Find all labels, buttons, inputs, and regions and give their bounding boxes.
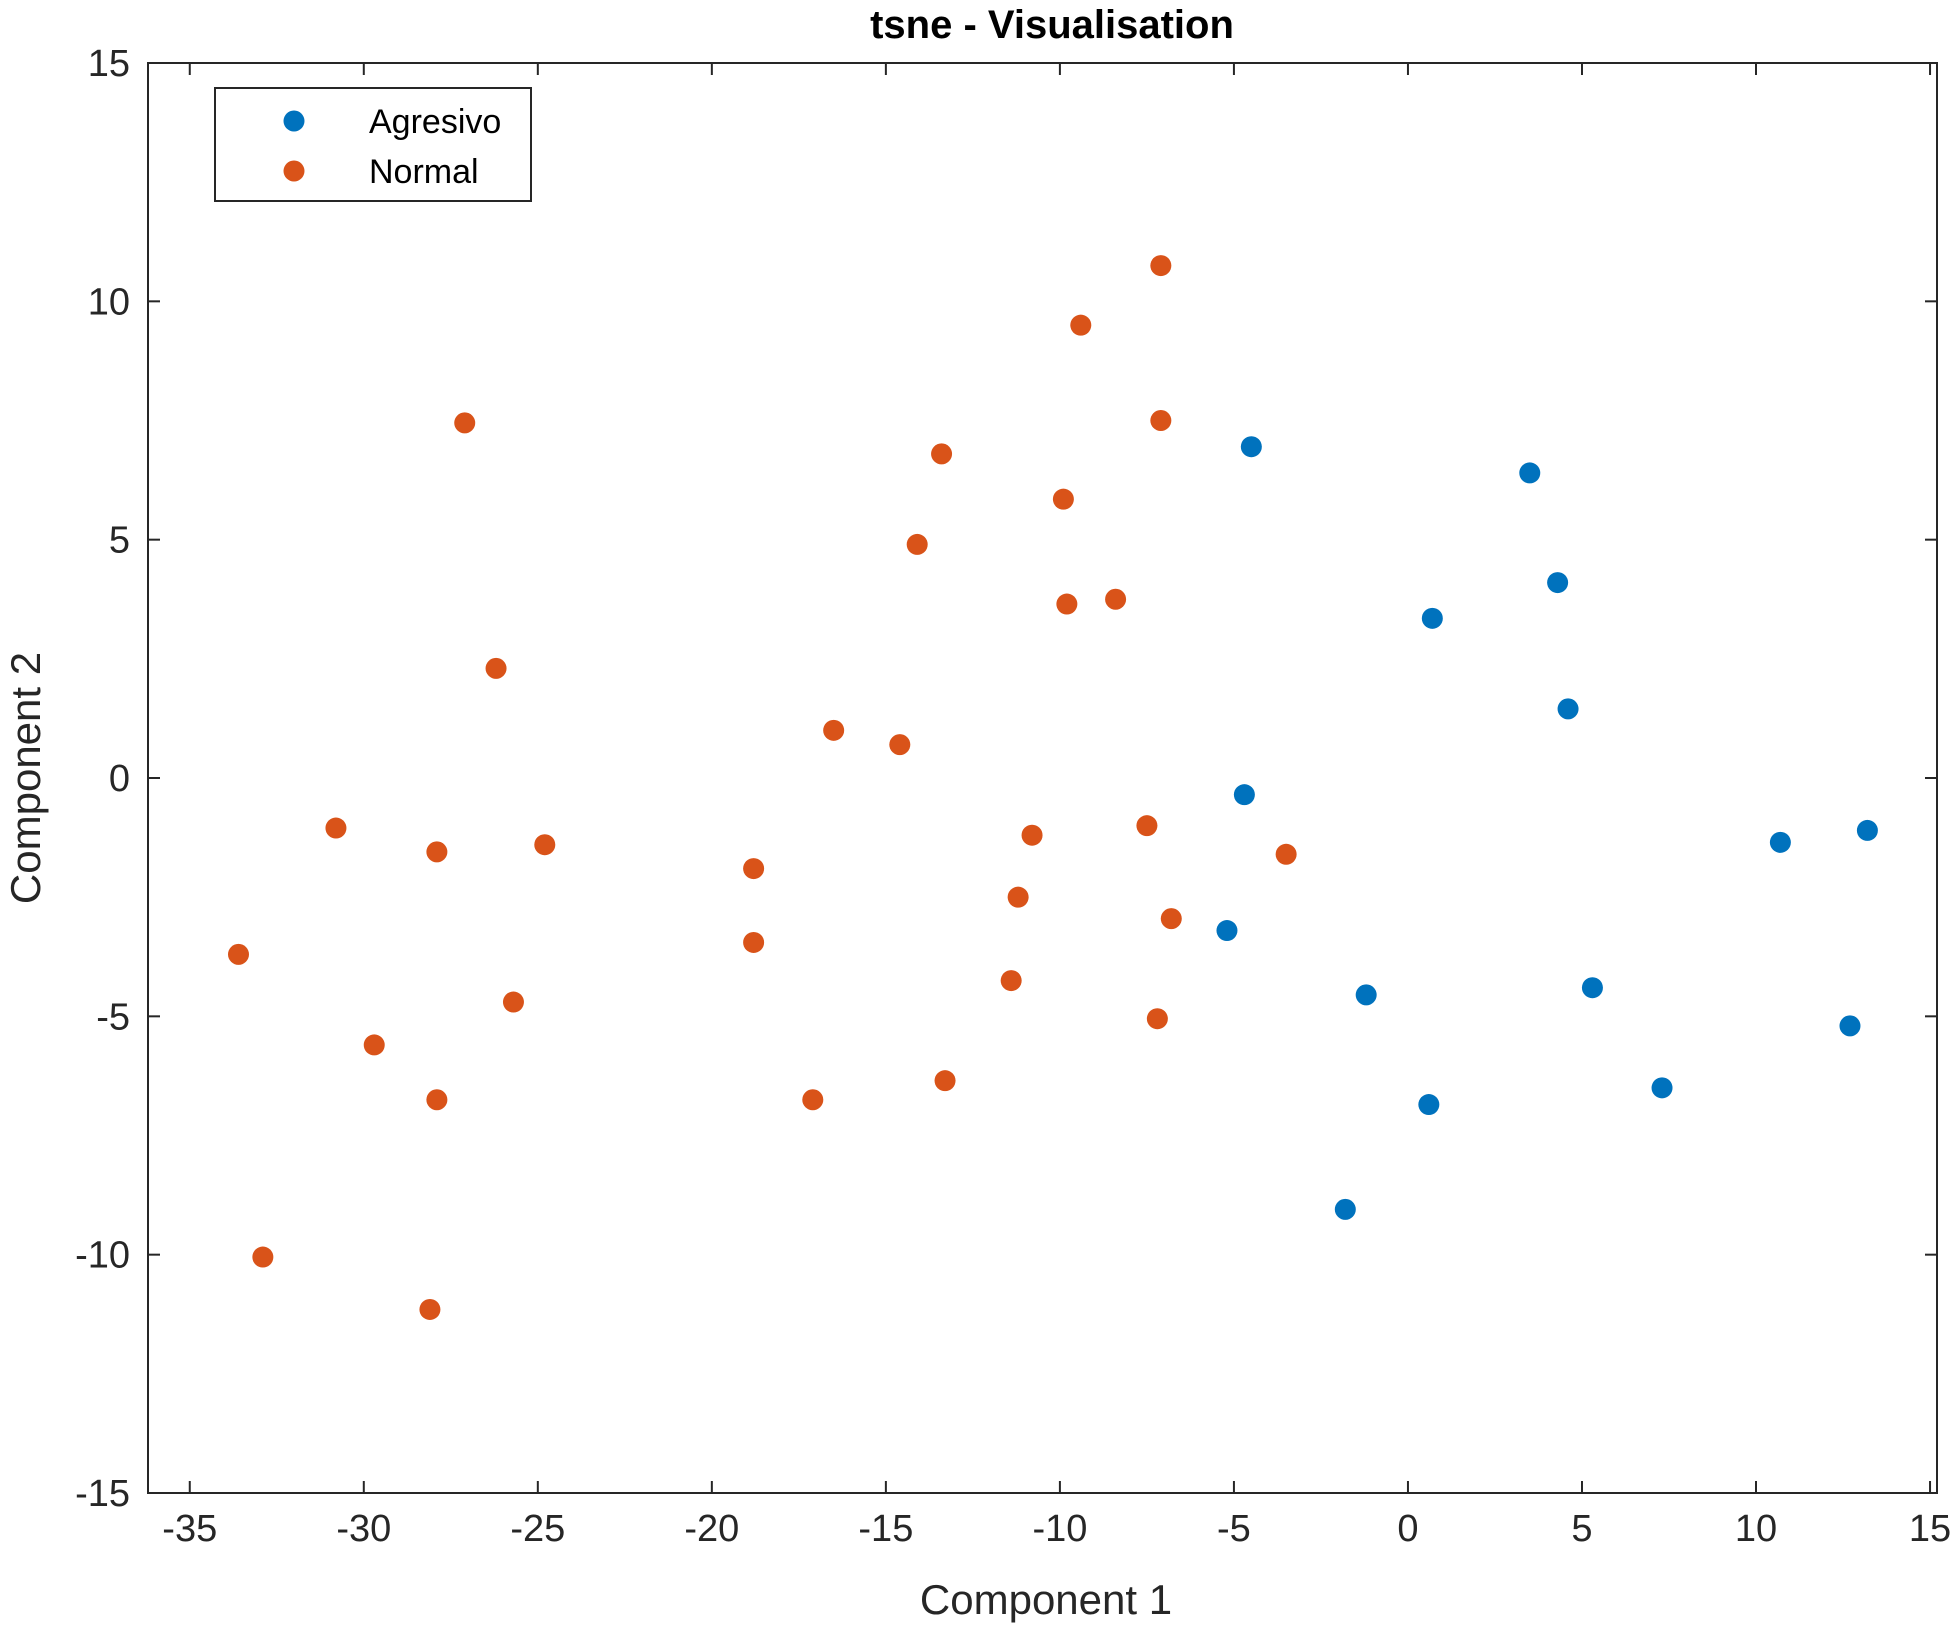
data-point-normal [743, 858, 765, 880]
data-point-agresivo [1856, 819, 1878, 841]
data-point-normal [252, 1246, 274, 1268]
legend-label-normal: Normal [369, 153, 479, 191]
y-tick-label: 0 [109, 758, 130, 800]
data-point-normal [743, 931, 765, 953]
y-tick-label: 5 [109, 520, 130, 562]
data-point-normal [227, 943, 249, 965]
data-point-normal [1056, 593, 1078, 615]
data-point-normal [906, 533, 928, 555]
legend-marker-normal [283, 160, 305, 182]
data-point-normal [1136, 815, 1158, 837]
data-point-normal [1021, 824, 1043, 846]
data-point-normal [1007, 886, 1029, 908]
data-point-normal [426, 1089, 448, 1111]
data-point-normal [889, 734, 911, 756]
data-point-normal [1052, 488, 1074, 510]
data-point-normal [419, 1298, 441, 1320]
data-point-agresivo [1334, 1198, 1356, 1220]
data-point-normal [1150, 410, 1172, 431]
axis-ticks: -35 -30 -25 -20 -15 -10 -5 0 5 10 15 -15 -10 -5 0 5 10 15 [75, 43, 1951, 1550]
data-point-normal [1105, 588, 1127, 610]
data-point-normal [426, 841, 448, 863]
data-point-agresivo [1581, 977, 1603, 999]
x-tick-label: -30 [336, 1508, 391, 1550]
data-point-agresivo [1547, 572, 1569, 594]
data-point-agresivo [1651, 1077, 1673, 1099]
y-tick-label: 15 [88, 43, 130, 85]
x-tick-label: -5 [1217, 1508, 1251, 1550]
plot-area-frame [147, 62, 1938, 1494]
data-point-normal [363, 1034, 385, 1056]
x-tick-label: -25 [510, 1508, 565, 1550]
data-point-normal [802, 1089, 824, 1111]
data-point-agresivo [1839, 1015, 1861, 1037]
chart-title: tsne - Visualisation [870, 3, 1234, 47]
data-point-normal [1150, 255, 1172, 277]
data-point-normal [1160, 908, 1182, 930]
legend-marker-agresivo [283, 110, 305, 132]
data-point-agresivo [1240, 436, 1262, 458]
data-point-normal [1275, 843, 1297, 865]
data-point-normal [534, 834, 556, 856]
y-tick-label: -10 [75, 1235, 130, 1277]
data-point-normal [1000, 970, 1022, 992]
data-point-agresivo [1216, 920, 1238, 942]
x-tick-label: -35 [162, 1508, 217, 1550]
y-axis-label: Component 2 [2, 652, 49, 904]
legend-label-agresivo: Agresivo [369, 103, 501, 141]
x-axis-label: Component 1 [920, 1576, 1172, 1623]
x-tick-label: 0 [1397, 1508, 1418, 1550]
x-tick-label: -10 [1032, 1508, 1087, 1550]
legend-box [214, 87, 532, 202]
data-point-normal [454, 412, 476, 434]
data-point-agresivo [1519, 462, 1541, 484]
data-point-normal [325, 817, 347, 839]
data-point-agresivo [1233, 784, 1255, 806]
x-tick-label: -15 [858, 1508, 913, 1550]
legend: Agresivo Normal [214, 87, 532, 202]
x-tick-label: 10 [1735, 1508, 1777, 1550]
data-point-normal [931, 443, 953, 465]
y-tick-label: 10 [88, 281, 130, 323]
data-point-normal [823, 719, 845, 741]
data-point-normal [485, 657, 507, 679]
data-point-agresivo [1355, 984, 1377, 1006]
y-tick-label: -15 [75, 1473, 130, 1515]
data-point-agresivo [1769, 831, 1791, 853]
data-point-agresivo [1557, 698, 1579, 720]
series-agresivo [1216, 436, 1878, 1220]
data-point-normal [1146, 1008, 1168, 1030]
data-point-normal [934, 1070, 956, 1092]
x-tick-label: 15 [1909, 1508, 1951, 1550]
data-points [227, 255, 1878, 1320]
data-point-agresivo [1421, 607, 1443, 629]
x-tick-label: 5 [1571, 1508, 1592, 1550]
x-tick-label: -20 [684, 1508, 739, 1550]
data-point-normal [1070, 314, 1092, 336]
data-point-agresivo [1418, 1094, 1440, 1116]
series-normal [227, 255, 1297, 1320]
y-tick-label: -5 [96, 996, 130, 1038]
data-point-normal [502, 991, 524, 1013]
